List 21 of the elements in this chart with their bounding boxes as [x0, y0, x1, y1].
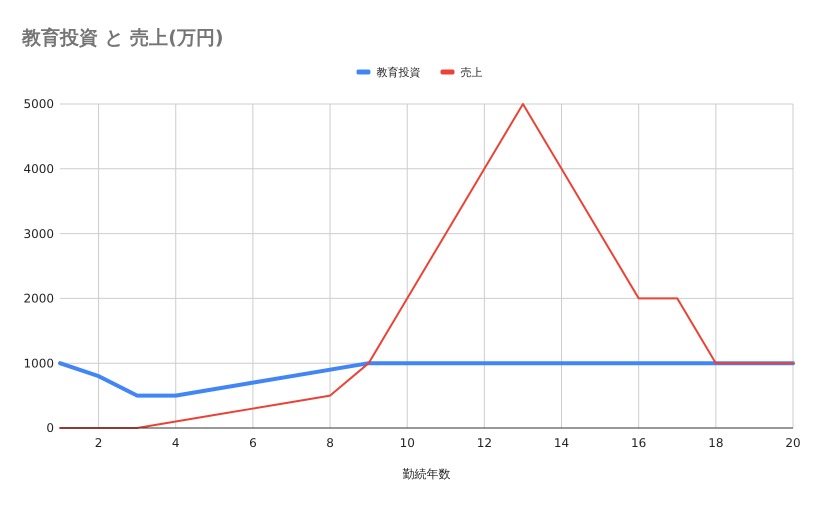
- x-tick-label: 20: [785, 436, 801, 450]
- y-tick-label: 0: [46, 421, 54, 436]
- legend-label: 教育投資: [376, 66, 420, 79]
- x-tick-label: 14: [554, 436, 570, 450]
- x-tick-label: 10: [400, 436, 415, 450]
- x-tick-label: 4: [172, 436, 180, 450]
- chart-title: 教育投資 と 売上(万円): [21, 27, 224, 49]
- x-tick-label: 18: [708, 436, 724, 450]
- y-tick-label: 4000: [23, 162, 54, 176]
- x-tick-label: 6: [249, 436, 257, 450]
- y-tick-label: 5000: [23, 97, 54, 112]
- x-tick-label: 16: [631, 436, 646, 450]
- x-tick-label: 8: [326, 436, 334, 450]
- x-tick-label: 2: [94, 436, 102, 450]
- x-axis-title: 勤続年数: [402, 467, 450, 481]
- y-tick-label: 2000: [23, 292, 54, 306]
- legend-label: 売上: [460, 66, 482, 79]
- y-tick-label: 3000: [23, 226, 54, 241]
- line-series: [59, 103, 794, 429]
- x-tick-label: 12: [476, 436, 492, 450]
- y-tick-label: 1000: [23, 356, 54, 370]
